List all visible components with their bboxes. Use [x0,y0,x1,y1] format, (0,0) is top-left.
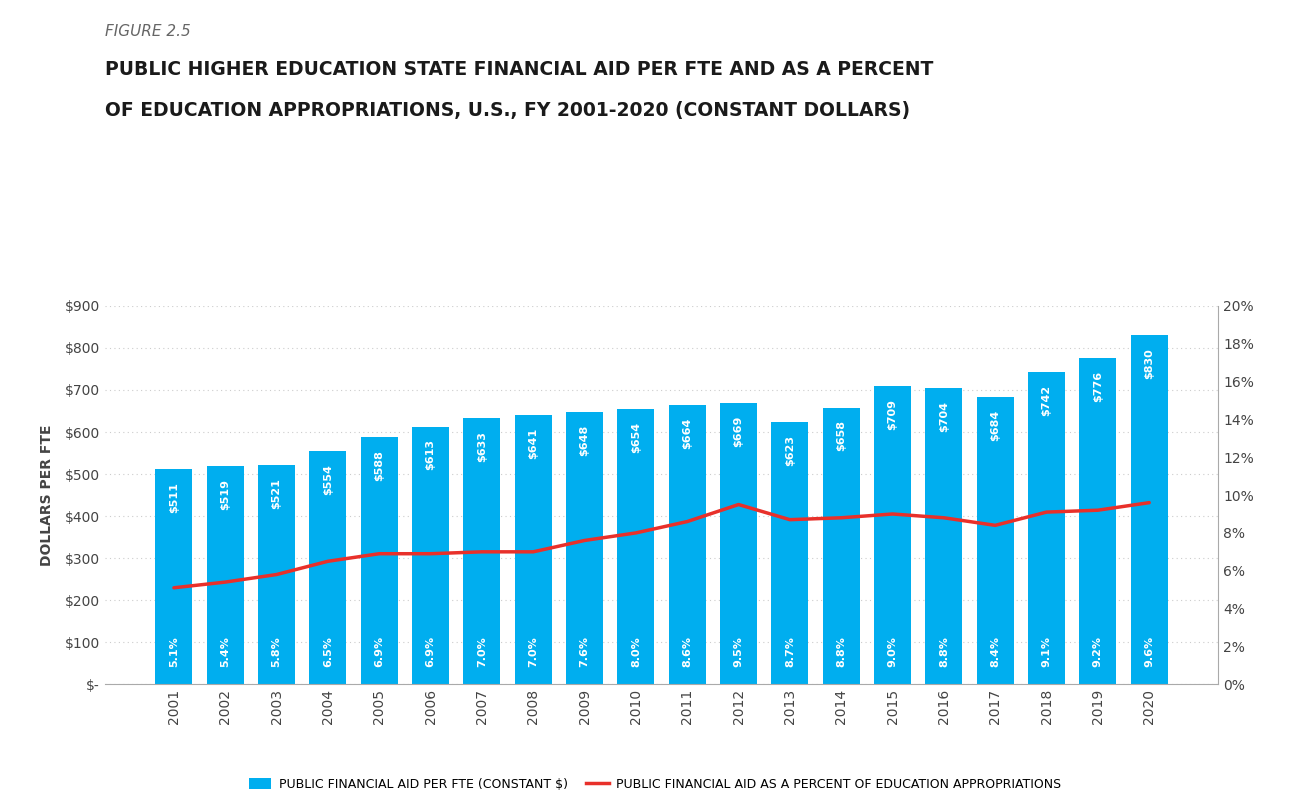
Text: $623: $623 [785,435,795,466]
Legend: PUBLIC FINANCIAL AID PER FTE (CONSTANT $), PUBLIC FINANCIAL AID AS A PERCENT OF : PUBLIC FINANCIAL AID PER FTE (CONSTANT $… [249,778,1061,791]
Text: 9.2%: 9.2% [1093,637,1103,667]
Bar [925,388,963,684]
Text: $669: $669 [734,415,744,447]
Bar [668,405,706,684]
Text: 9.6%: 9.6% [1144,636,1154,667]
Text: 8.8%: 8.8% [939,637,948,667]
Text: $776: $776 [1093,370,1103,402]
Bar [413,427,449,684]
Text: 9.1%: 9.1% [1041,637,1052,667]
Bar [1079,358,1116,684]
Text: 8.7%: 8.7% [785,637,795,667]
Text: $654: $654 [631,422,641,453]
Text: $511: $511 [169,482,179,513]
Text: $684: $684 [990,409,1001,440]
Bar [772,423,808,684]
Text: $554: $554 [322,464,333,495]
Text: OF EDUCATION APPROPRIATIONS, U.S., FY 2001-2020 (CONSTANT DOLLARS): OF EDUCATION APPROPRIATIONS, U.S., FY 20… [105,101,910,120]
Text: $709: $709 [888,398,897,430]
Text: 7.0%: 7.0% [477,637,487,667]
Text: 5.1%: 5.1% [169,637,179,667]
Bar [464,418,500,684]
Text: $830: $830 [1144,348,1154,378]
Bar [360,437,398,684]
Text: 6.9%: 6.9% [426,636,435,667]
Bar [258,465,295,684]
Bar [515,415,552,684]
Text: $704: $704 [939,401,948,432]
Text: 7.6%: 7.6% [579,637,590,667]
Text: $664: $664 [683,418,692,449]
Text: 6.5%: 6.5% [322,637,333,667]
Bar [1028,373,1065,684]
Bar [1131,336,1167,684]
Bar [309,452,346,684]
Bar [721,403,757,684]
Bar [617,409,655,684]
Text: $588: $588 [375,450,384,481]
Text: 8.6%: 8.6% [683,637,692,667]
Text: $519: $519 [220,479,231,510]
Text: 5.8%: 5.8% [271,637,282,667]
Text: 6.9%: 6.9% [375,636,384,667]
Bar [566,412,603,684]
Text: 5.4%: 5.4% [220,637,231,667]
Text: $633: $633 [477,431,487,461]
Text: $613: $613 [426,440,435,470]
Text: 9.0%: 9.0% [888,637,897,667]
Bar [156,469,193,684]
Text: 8.4%: 8.4% [990,637,1001,667]
Bar [977,397,1014,684]
Bar [207,466,244,684]
Text: $648: $648 [579,424,590,456]
Text: 9.5%: 9.5% [734,637,744,667]
Y-axis label: DOLLARS PER FTE: DOLLARS PER FTE [39,424,54,566]
Bar [874,386,910,684]
Text: 8.0%: 8.0% [631,637,641,667]
Text: $641: $641 [528,427,538,459]
Text: $521: $521 [271,478,282,509]
Text: 7.0%: 7.0% [528,637,538,667]
Text: $742: $742 [1041,385,1052,416]
Text: $658: $658 [836,420,846,452]
Text: 8.8%: 8.8% [836,637,846,667]
Bar [823,407,859,684]
Text: PUBLIC HIGHER EDUCATION STATE FINANCIAL AID PER FTE AND AS A PERCENT: PUBLIC HIGHER EDUCATION STATE FINANCIAL … [105,60,933,80]
Text: FIGURE 2.5: FIGURE 2.5 [105,24,190,39]
